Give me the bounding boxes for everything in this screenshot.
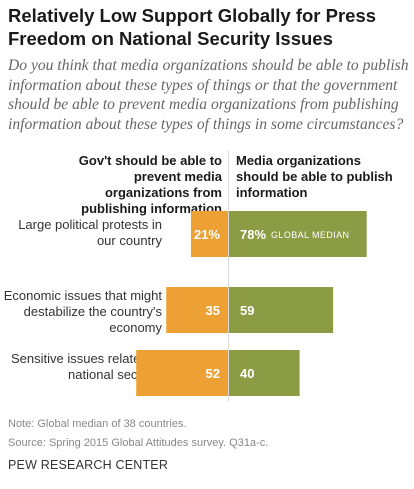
- global-median-annotation: GLOBAL MEDIAN: [271, 230, 349, 240]
- media-bar: [229, 211, 367, 257]
- category-label-economic: Economic issues that might destabilize t…: [3, 288, 162, 335]
- gov-bar-label: 35: [206, 303, 220, 318]
- media-column-header: Media organizations should be able to pu…: [236, 153, 393, 200]
- gov-bar-label: 21%: [194, 227, 220, 242]
- source-text: Source: Spring 2015 Global Attitudes sur…: [8, 437, 269, 449]
- chart-subtitle: Do you think that media organizations sh…: [8, 57, 409, 133]
- footer-brand: PEW RESEARCH CENTER: [8, 458, 169, 472]
- media-bar: [229, 287, 334, 333]
- gov-bar: [190, 211, 228, 257]
- media-bar: [229, 350, 300, 396]
- note-text: Note: Global median of 38 countries.: [8, 418, 187, 430]
- media-bar-label: 59: [240, 303, 254, 318]
- chart-title: Relatively Low Support Globally for Pres…: [8, 5, 377, 49]
- gov-bar-label: 52: [206, 366, 220, 381]
- center-divider: [228, 150, 229, 402]
- category-label-protests: Large political protests in our country: [18, 217, 162, 248]
- media-bar-label: 40: [240, 366, 254, 381]
- gov-column-header: Gov't should be able to prevent media or…: [78, 153, 222, 216]
- gov-bar: [166, 287, 228, 333]
- gov-bar: [136, 350, 228, 396]
- media-bar-label: 78%: [240, 227, 266, 242]
